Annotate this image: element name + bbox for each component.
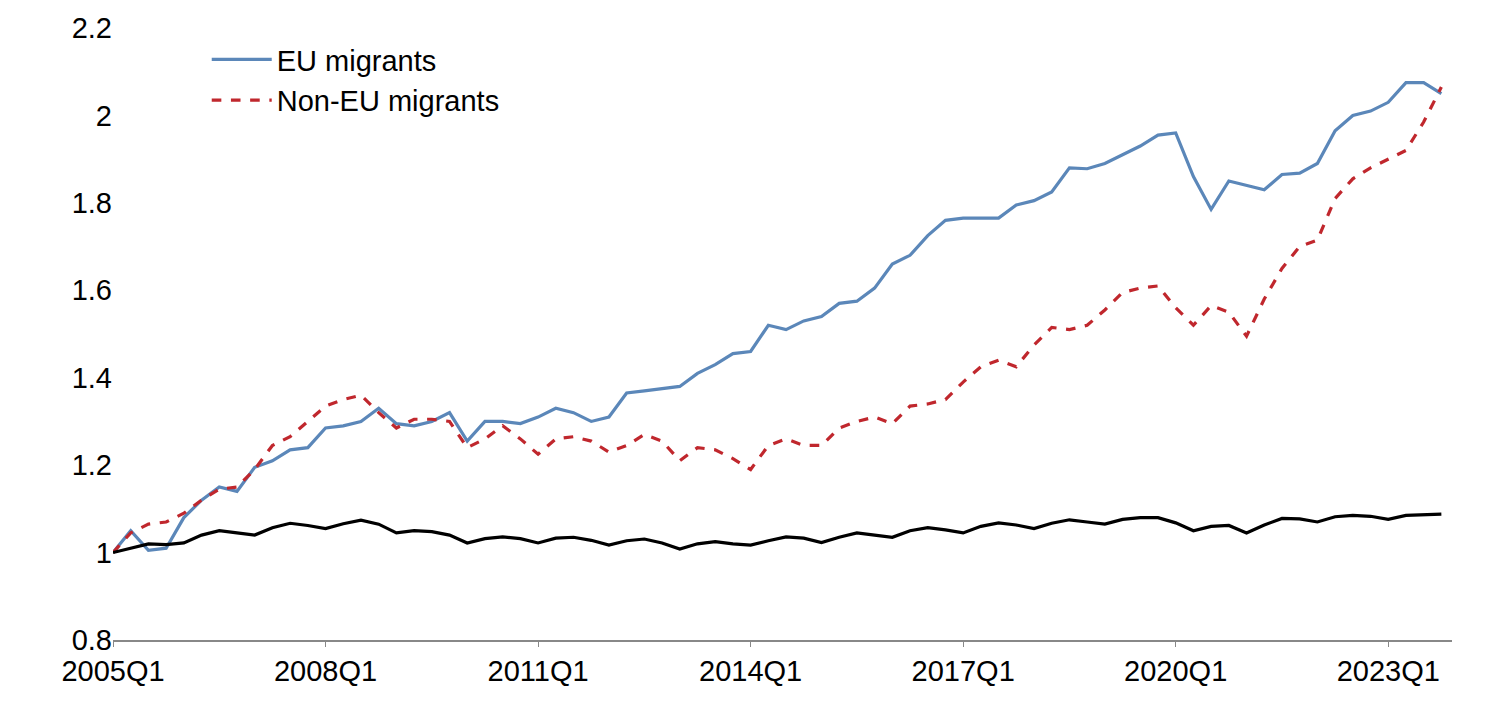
svg-text:1.8: 1.8 — [72, 187, 112, 219]
svg-text:1.6: 1.6 — [72, 274, 112, 306]
svg-text:1.2: 1.2 — [72, 449, 112, 481]
svg-text:2020Q1: 2020Q1 — [1124, 655, 1227, 687]
svg-text:Non-EU migrants: Non-EU migrants — [277, 85, 499, 117]
svg-text:2023Q1: 2023Q1 — [1337, 655, 1440, 687]
svg-text:0.8: 0.8 — [72, 624, 112, 656]
svg-text:2008Q1: 2008Q1 — [274, 655, 377, 687]
svg-text:2011Q1: 2011Q1 — [488, 655, 589, 687]
svg-text:2017Q1: 2017Q1 — [912, 655, 1015, 687]
svg-text:2.2: 2.2 — [72, 12, 112, 44]
svg-text:1.4: 1.4 — [72, 362, 112, 394]
svg-text:EU migrants: EU migrants — [277, 45, 437, 77]
svg-text:2014Q1: 2014Q1 — [699, 655, 802, 687]
svg-text:1: 1 — [96, 537, 112, 569]
svg-text:2: 2 — [96, 100, 112, 132]
svg-text:2005Q1: 2005Q1 — [61, 655, 164, 687]
